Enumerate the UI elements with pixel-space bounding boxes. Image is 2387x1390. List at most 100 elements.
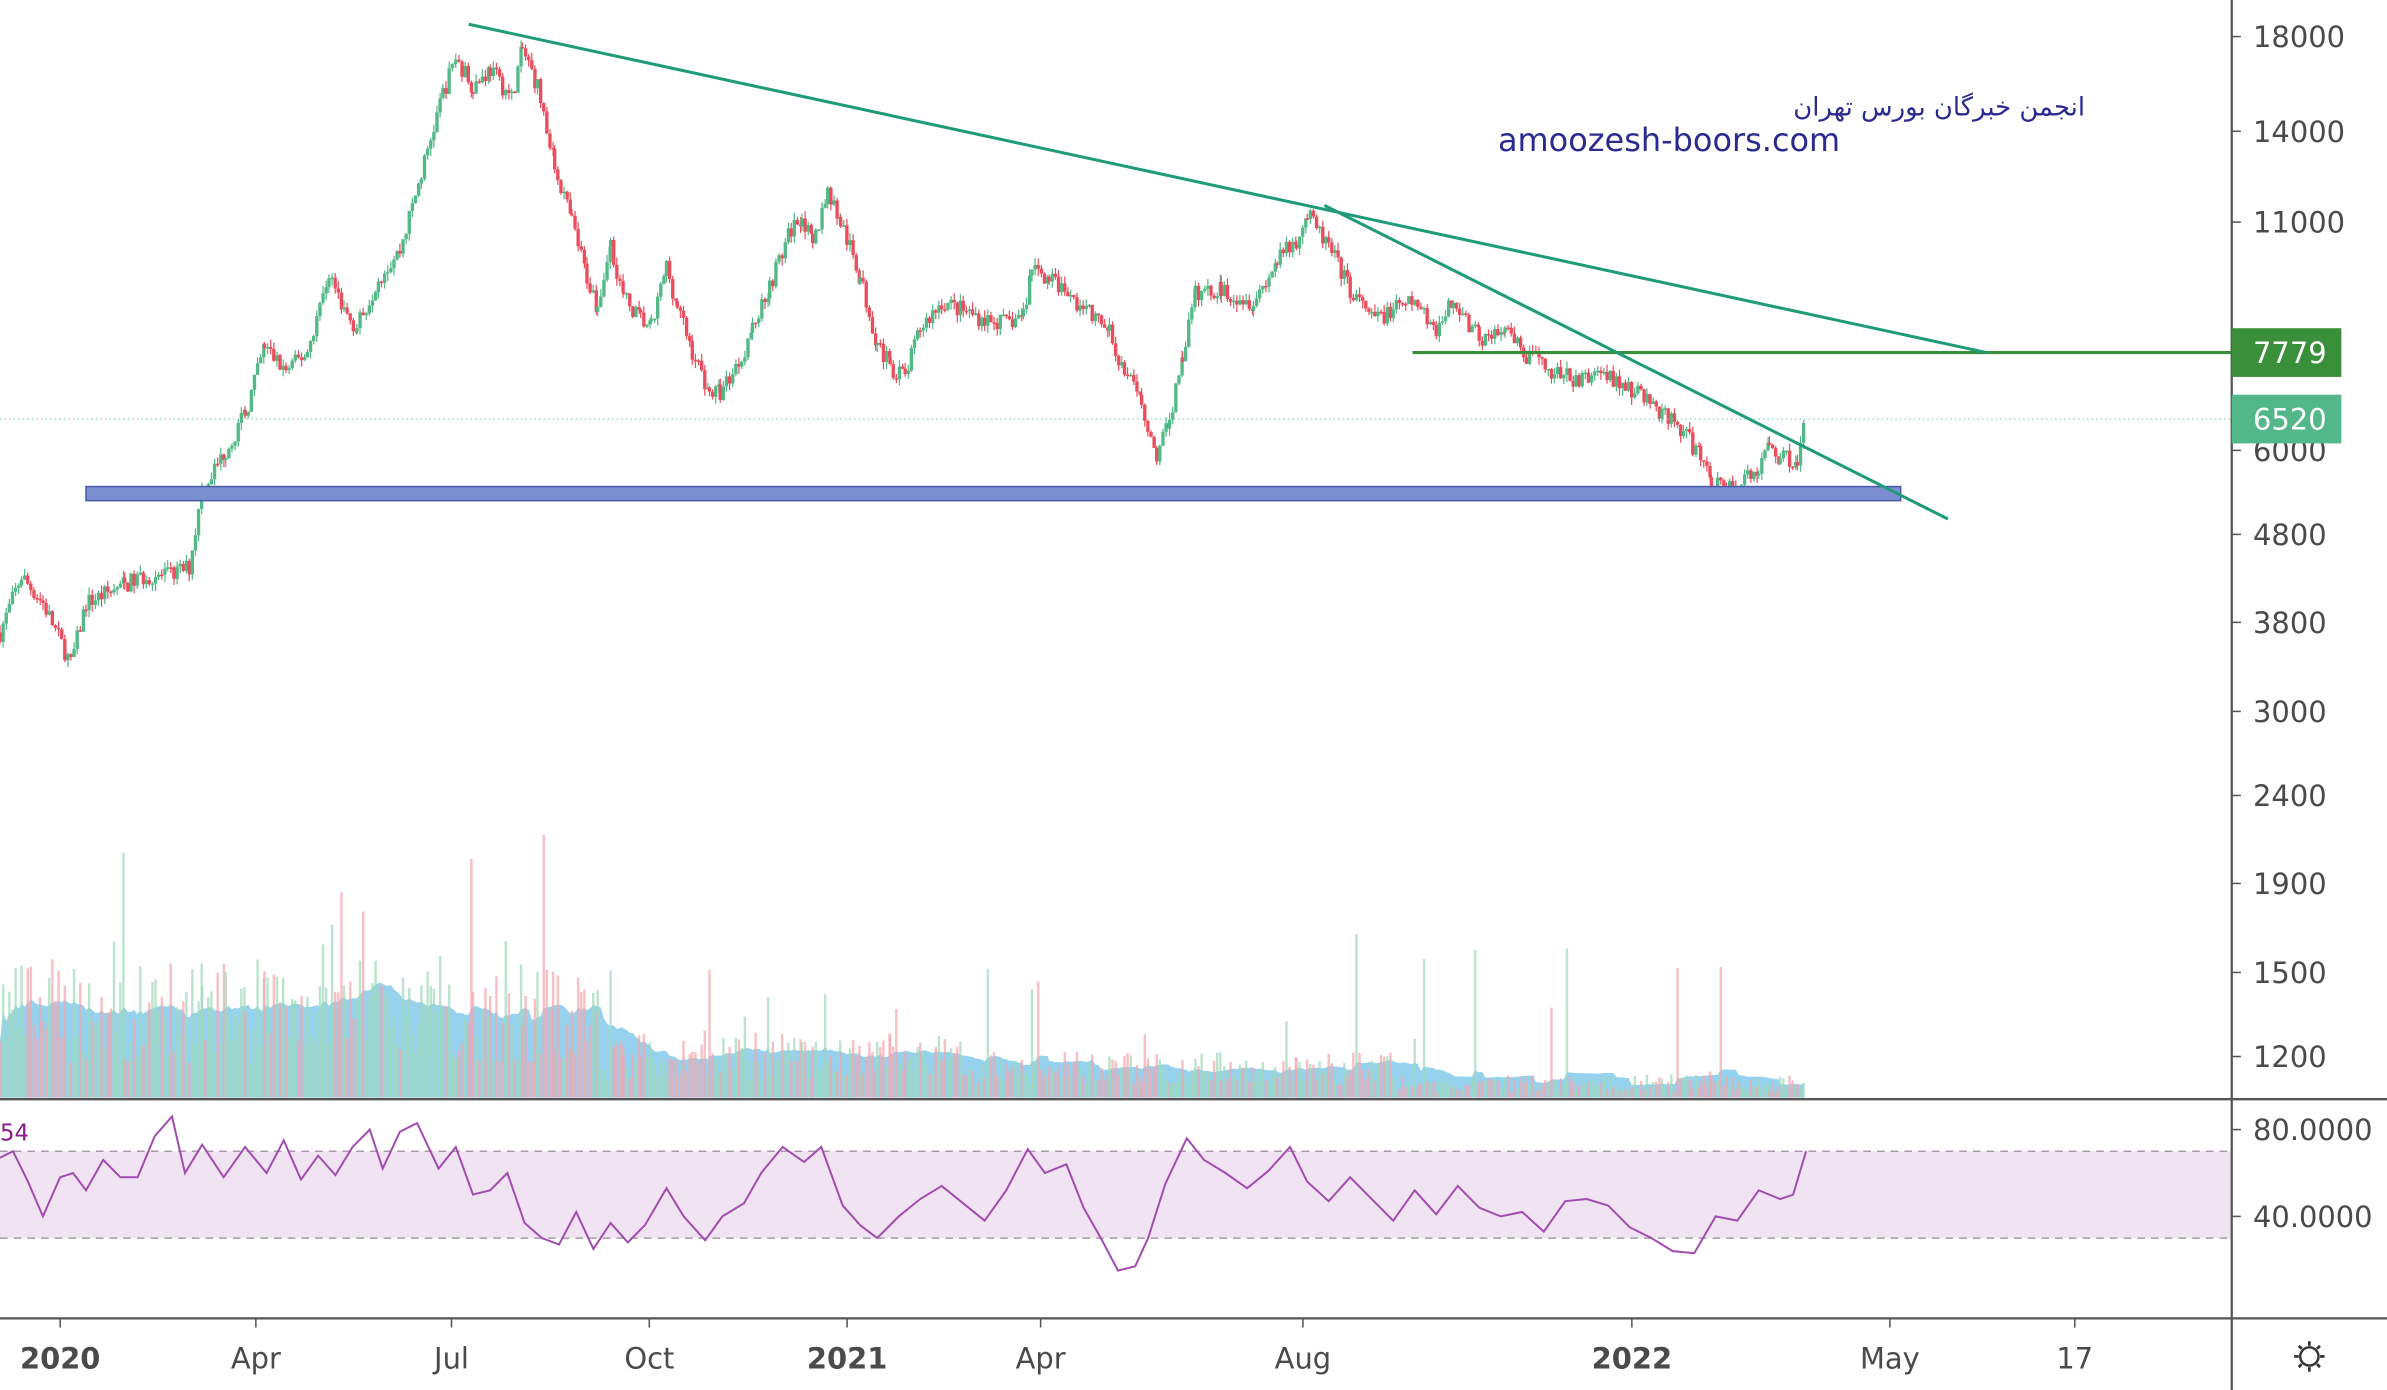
volume-bar <box>961 1074 965 1098</box>
volume-bar <box>874 1070 877 1098</box>
candle-body <box>1161 431 1165 446</box>
volume-bar <box>1288 1066 1291 1098</box>
volume-bar <box>342 985 346 1098</box>
volume-bar <box>1075 1051 1079 1098</box>
price-axis-ticks: 1800014000110006000480038003000240019001… <box>2231 20 2345 1074</box>
candle-body <box>1370 311 1374 314</box>
candle-body <box>1281 249 1286 254</box>
volume-bar <box>612 1046 615 1098</box>
volume-bar <box>1011 1066 1014 1098</box>
candle-body <box>568 199 572 214</box>
candle-body <box>848 240 852 245</box>
candle-body <box>1787 450 1792 467</box>
volume-bar <box>429 985 432 1098</box>
volume-bar <box>259 1044 262 1098</box>
price-tick-label: 11000 <box>2253 206 2345 240</box>
volume-bar <box>875 1041 879 1098</box>
volume-bar <box>69 1062 73 1098</box>
volume-bar <box>1596 1084 1600 1098</box>
volume-bar <box>1336 1084 1340 1098</box>
candle-body <box>628 293 632 307</box>
candle-body <box>1132 375 1136 382</box>
rsi-axis-ticks: 80.0000 40.0000 <box>2231 1113 2373 1234</box>
candle-body <box>1760 458 1764 474</box>
candle-body <box>1457 308 1462 315</box>
volume-bar <box>1318 1061 1321 1098</box>
volume-bar <box>811 1046 814 1098</box>
candle-body <box>425 148 430 156</box>
volume-bar <box>1138 1076 1142 1098</box>
volume-bar <box>1559 1078 1562 1098</box>
candle-body <box>501 76 505 96</box>
candle-body <box>664 260 669 277</box>
volume-bar <box>1513 1079 1516 1098</box>
candle-body <box>1203 288 1207 291</box>
candle-body <box>1342 270 1346 279</box>
volume-bar <box>1425 1082 1429 1098</box>
candle-body <box>1766 442 1770 451</box>
candle-body <box>1183 346 1188 362</box>
volume-bar <box>377 989 380 1098</box>
volume-bar <box>986 968 990 1098</box>
candle-body <box>1651 401 1655 404</box>
volume-bar <box>1395 1091 1398 1098</box>
candle-body <box>771 280 775 287</box>
volume-bar <box>63 985 67 1098</box>
volume-bar <box>1636 1088 1640 1098</box>
volume-bar <box>230 1039 234 1098</box>
candle-body <box>891 363 895 378</box>
volume-bar <box>269 1033 272 1098</box>
candle-body <box>989 315 993 323</box>
volume-bar <box>1602 1075 1606 1098</box>
volume-bar <box>1493 1079 1497 1098</box>
volume-bar <box>1200 1053 1203 1098</box>
volume-bar <box>414 1053 417 1098</box>
volume-bar <box>1282 1061 1285 1098</box>
volume-bar <box>1164 1078 1168 1098</box>
volume-bar <box>810 1078 813 1098</box>
candle-body <box>1013 318 1018 328</box>
candle-body <box>1075 297 1079 311</box>
candle-body <box>178 563 182 567</box>
volume-bar <box>706 1074 710 1098</box>
rsi-panel <box>0 1114 2232 1272</box>
candle-body <box>894 377 899 380</box>
volume-bar <box>380 984 383 1098</box>
candle-body <box>906 370 910 375</box>
volume-bar <box>1312 1064 1315 1098</box>
volume-bar <box>1168 1085 1171 1098</box>
volume-bar <box>1432 1082 1435 1098</box>
candle-body <box>888 356 892 364</box>
volume-bar <box>1663 1086 1667 1098</box>
gear-icon[interactable] <box>2294 1341 2325 1372</box>
candle-body <box>915 330 920 340</box>
candle-body <box>693 359 698 362</box>
volume-bar <box>1149 1069 1153 1098</box>
volume-bar <box>1401 1076 1404 1098</box>
volume-bar <box>642 1034 646 1098</box>
candle-body <box>1177 375 1181 384</box>
candle-body <box>1180 357 1184 376</box>
candle-body <box>780 255 784 259</box>
volume-bar <box>700 1044 703 1098</box>
volume-bar <box>1791 1080 1794 1098</box>
candle-body <box>1103 324 1107 328</box>
volume-bar <box>907 1060 910 1098</box>
volume-bar <box>516 1058 520 1098</box>
candle-body <box>10 591 15 604</box>
volume-bar <box>1174 1083 1178 1098</box>
volume-bar <box>507 993 511 1098</box>
candle-body <box>1629 382 1634 398</box>
candle-body <box>1599 370 1603 374</box>
volume-bar <box>224 972 227 1098</box>
candle-body <box>1030 269 1034 276</box>
candle-body <box>608 239 613 247</box>
volume-bar <box>411 1034 414 1098</box>
candle-body <box>367 305 372 314</box>
volume-bar <box>1391 1077 1395 1098</box>
volume-bar <box>1046 1076 1049 1098</box>
candle-body <box>56 627 61 630</box>
candle-body <box>605 262 609 280</box>
candle-body <box>93 600 98 605</box>
